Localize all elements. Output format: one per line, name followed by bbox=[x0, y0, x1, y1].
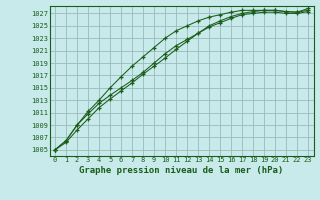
X-axis label: Graphe pression niveau de la mer (hPa): Graphe pression niveau de la mer (hPa) bbox=[79, 166, 284, 175]
